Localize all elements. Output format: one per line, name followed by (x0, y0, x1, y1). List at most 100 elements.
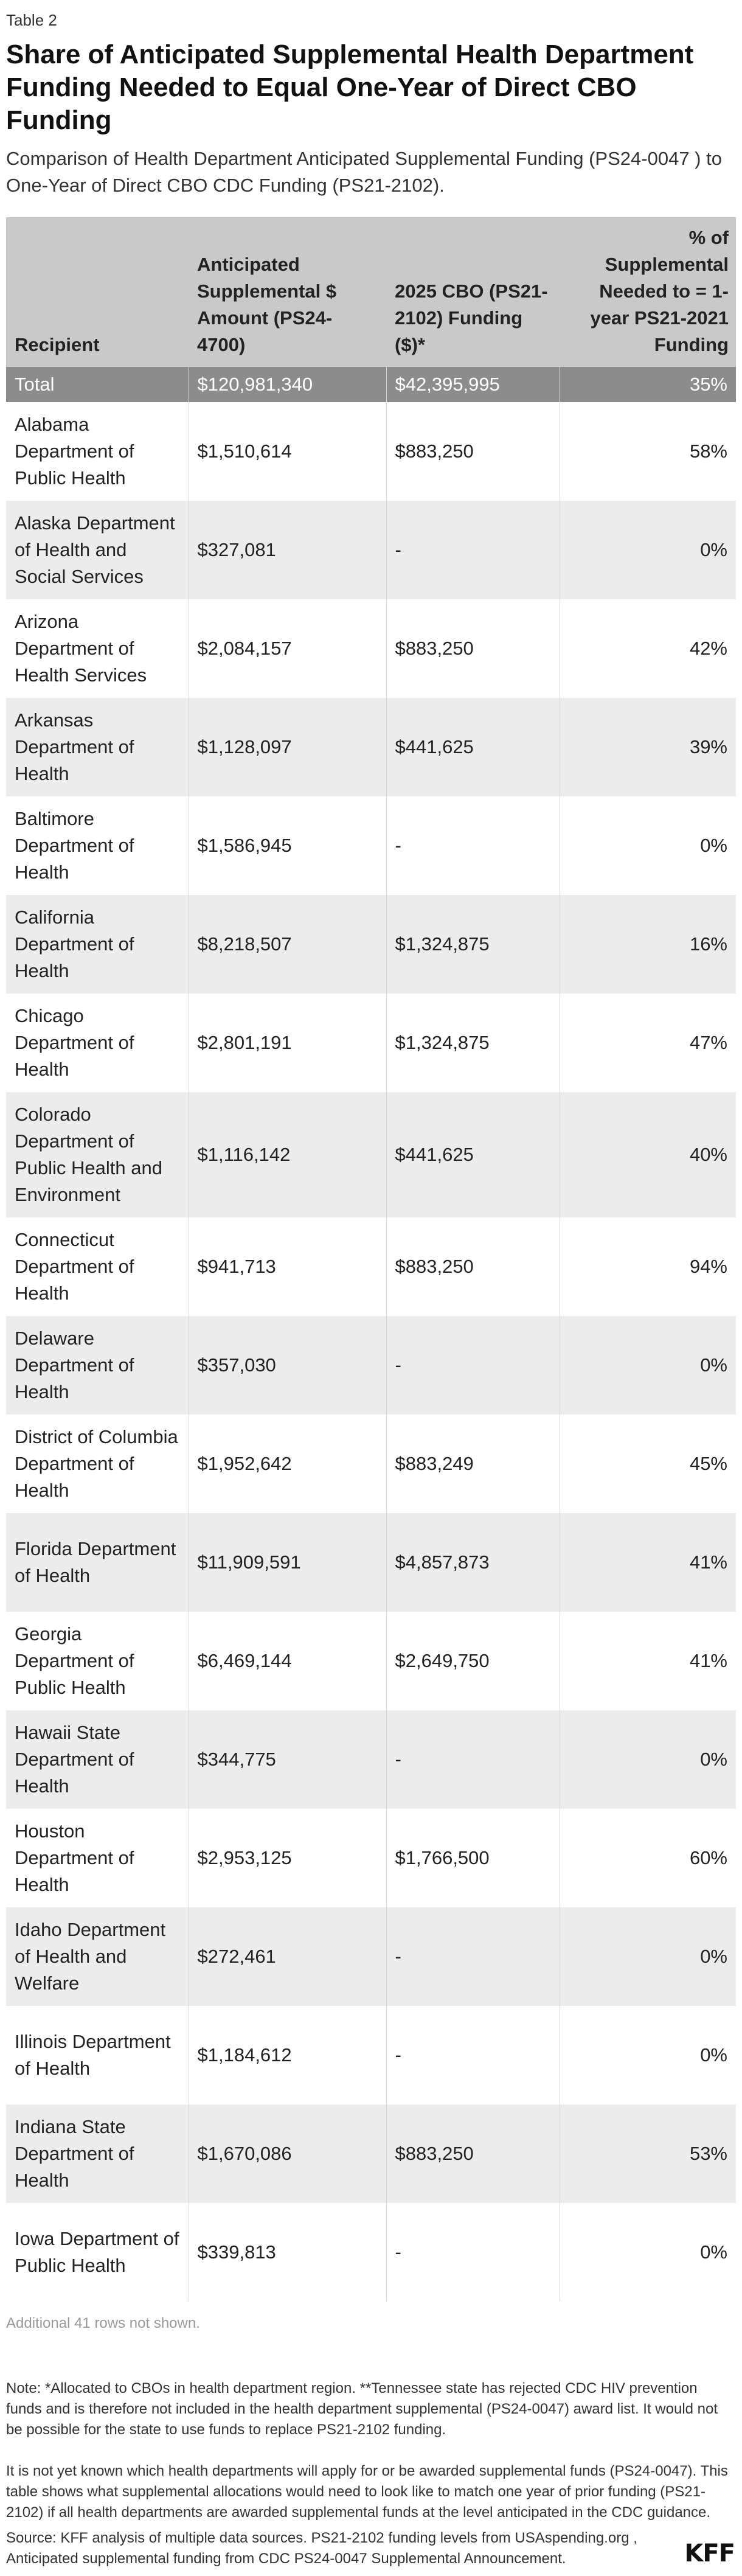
methodology-note: It is not yet known which health departm… (6, 2463, 728, 2521)
cell-supplemental: $2,801,191 (189, 994, 387, 1092)
cell-cbo: $883,250 (386, 402, 560, 501)
cell-recipient: Arkansas Department of Health (6, 698, 189, 796)
cell-recipient: Indiana State Department of Health (6, 2104, 189, 2203)
cell-pct: 0% (560, 796, 736, 895)
cell-cbo: $1,324,875 (386, 895, 560, 994)
cell-supplemental: $1,952,642 (189, 1415, 387, 1513)
cell-cbo: - (386, 796, 560, 895)
footnote: Note: *Allocated to CBOs in health depar… (6, 2380, 718, 2438)
table-row: California Department of Health $8,218,50… (6, 895, 736, 994)
cell-supplemental: $1,510,614 (189, 402, 387, 501)
cell-supplemental: $2,084,157 (189, 599, 387, 698)
cell-pct: 0% (560, 501, 736, 599)
table-subtitle: Comparison of Health Department Anticipa… (6, 148, 722, 196)
cell-recipient: Iowa Department of Public Health (6, 2203, 189, 2302)
cell-pct: 94% (560, 1217, 736, 1316)
table-row: Alaska Department of Health and Social S… (6, 501, 736, 599)
cell-supplemental: $1,184,612 (189, 2006, 387, 2104)
cell-recipient: District of Columbia Department of Healt… (6, 1415, 189, 1513)
cell-recipient: Illinois Department of Health (6, 2006, 189, 2104)
cell-pct: 0% (560, 2006, 736, 2104)
cell-supplemental: $2,953,125 (189, 1809, 387, 1907)
cell-recipient: Baltimore Department of Health (6, 796, 189, 895)
table-row: Delaware Department of Health $357,030-0% (6, 1316, 736, 1415)
cell-recipient: Connecticut Department of Health (6, 1217, 189, 1316)
cell-cbo: - (386, 2006, 560, 2104)
cell-cbo: $441,625 (386, 1092, 560, 1217)
table-row: Iowa Department of Public Health $339,813… (6, 2203, 736, 2302)
cell-cbo: - (386, 1316, 560, 1415)
table-row: Georgia Department of Public Health $6,46… (6, 1612, 736, 1710)
table-row: District of Columbia Department of Healt… (6, 1415, 736, 1513)
table-row: Illinois Department of Health $1,184,612-… (6, 2006, 736, 2104)
total-cbo: $42,395,995 (386, 367, 560, 402)
table-row: Chicago Department of Health $2,801,191 $1… (6, 994, 736, 1092)
cell-recipient: Arizona Department of Health Services (6, 599, 189, 698)
table-row: Colorado Department of Public Health and… (6, 1092, 736, 1217)
table-row: Indiana State Department of Health $1,670… (6, 2104, 736, 2203)
header-pct[interactable]: % of Supplemental Needed to = 1-year PS2… (560, 217, 736, 367)
cell-supplemental: $1,586,945 (189, 796, 387, 895)
cell-supplemental: $339,813 (189, 2203, 387, 2302)
cell-cbo: $2,649,750 (386, 1612, 560, 1710)
kff-logo: KFF (684, 2539, 735, 2567)
cell-supplemental: $327,081 (189, 501, 387, 599)
cell-recipient: Delaware Department of Health (6, 1316, 189, 1415)
header-row: Recipient Anticipated Supplemental $ Amo… (6, 217, 736, 367)
cell-pct: 41% (560, 1612, 736, 1710)
cell-recipient: Colorado Department of Public Health and… (6, 1092, 189, 1217)
total-pct: 35% (560, 367, 736, 402)
cell-recipient: Hawaii State Department of Health (6, 1710, 189, 1809)
total-supplemental: $120,981,340 (189, 367, 387, 402)
table-row: Connecticut Department of Health $941,713… (6, 1217, 736, 1316)
funding-table: Recipient Anticipated Supplemental $ Amo… (6, 217, 736, 2302)
cell-cbo: - (386, 501, 560, 599)
cell-supplemental: $941,713 (189, 1217, 387, 1316)
cell-supplemental: $8,218,507 (189, 895, 387, 994)
table-row: Alabama Department of Public Health $1,51… (6, 402, 736, 501)
cell-recipient: California Department of Health (6, 895, 189, 994)
report-container: Table 2 Share of Anticipated Supplementa… (6, 0, 736, 2569)
cell-pct: 60% (560, 1809, 736, 1907)
cell-recipient: Chicago Department of Health (6, 994, 189, 1092)
table-row: Houston Department of Health $2,953,125 $1… (6, 1809, 736, 1907)
table-number: Table 2 (6, 11, 57, 29)
cell-supplemental: $357,030 (189, 1316, 387, 1415)
cell-pct: 0% (560, 1907, 736, 2006)
table-row: Arizona Department of Health Services $2,… (6, 599, 736, 698)
cell-pct: 40% (560, 1092, 736, 1217)
source-note: Source: KFF analysis of multiple data so… (6, 2530, 637, 2567)
table-row: Hawaii State Department of Health $344,77… (6, 1710, 736, 1809)
cell-recipient: Idaho Department of Health and Welfare (6, 1907, 189, 2006)
cell-cbo: $883,250 (386, 1217, 560, 1316)
cell-recipient: Alaska Department of Health and Social S… (6, 501, 189, 599)
header-recipient[interactable]: Recipient (6, 217, 189, 367)
cell-cbo: $883,249 (386, 1415, 560, 1513)
cell-pct: 58% (560, 402, 736, 501)
table-row: Florida Department of Health $11,909,591 $… (6, 1513, 736, 1612)
more-rows-note: Additional 41 rows not shown. (6, 2315, 200, 2331)
cell-recipient: Florida Department of Health (6, 1513, 189, 1612)
cell-pct: 0% (560, 1316, 736, 1415)
cell-recipient: Georgia Department of Public Health (6, 1612, 189, 1710)
header-cbo[interactable]: 2025 CBO (PS21-2102) Funding ($)* (386, 217, 560, 367)
cell-cbo: - (386, 1907, 560, 2006)
total-recipient: Total (6, 367, 189, 402)
cell-cbo: $1,324,875 (386, 994, 560, 1092)
cell-cbo: $883,250 (386, 2104, 560, 2203)
cell-pct: 47% (560, 994, 736, 1092)
table-title: Share of Anticipated Supplemental Health… (6, 40, 694, 135)
cell-pct: 0% (560, 2203, 736, 2302)
cell-supplemental: $344,775 (189, 1710, 387, 1809)
cell-supplemental: $11,909,591 (189, 1513, 387, 1612)
cell-pct: 42% (560, 599, 736, 698)
header-supplemental[interactable]: Anticipated Supplemental $ Amount (PS24-… (189, 217, 386, 367)
cell-cbo: $441,625 (386, 698, 560, 796)
cell-pct: 39% (560, 698, 736, 796)
cell-recipient: Houston Department of Health (6, 1809, 189, 1907)
table-row: Arkansas Department of Health $1,128,097 $… (6, 698, 736, 796)
cell-recipient: Alabama Department of Public Health (6, 402, 189, 501)
cell-cbo: $883,250 (386, 599, 560, 698)
cell-pct: 0% (560, 1710, 736, 1809)
cell-cbo: $4,857,873 (386, 1513, 560, 1612)
